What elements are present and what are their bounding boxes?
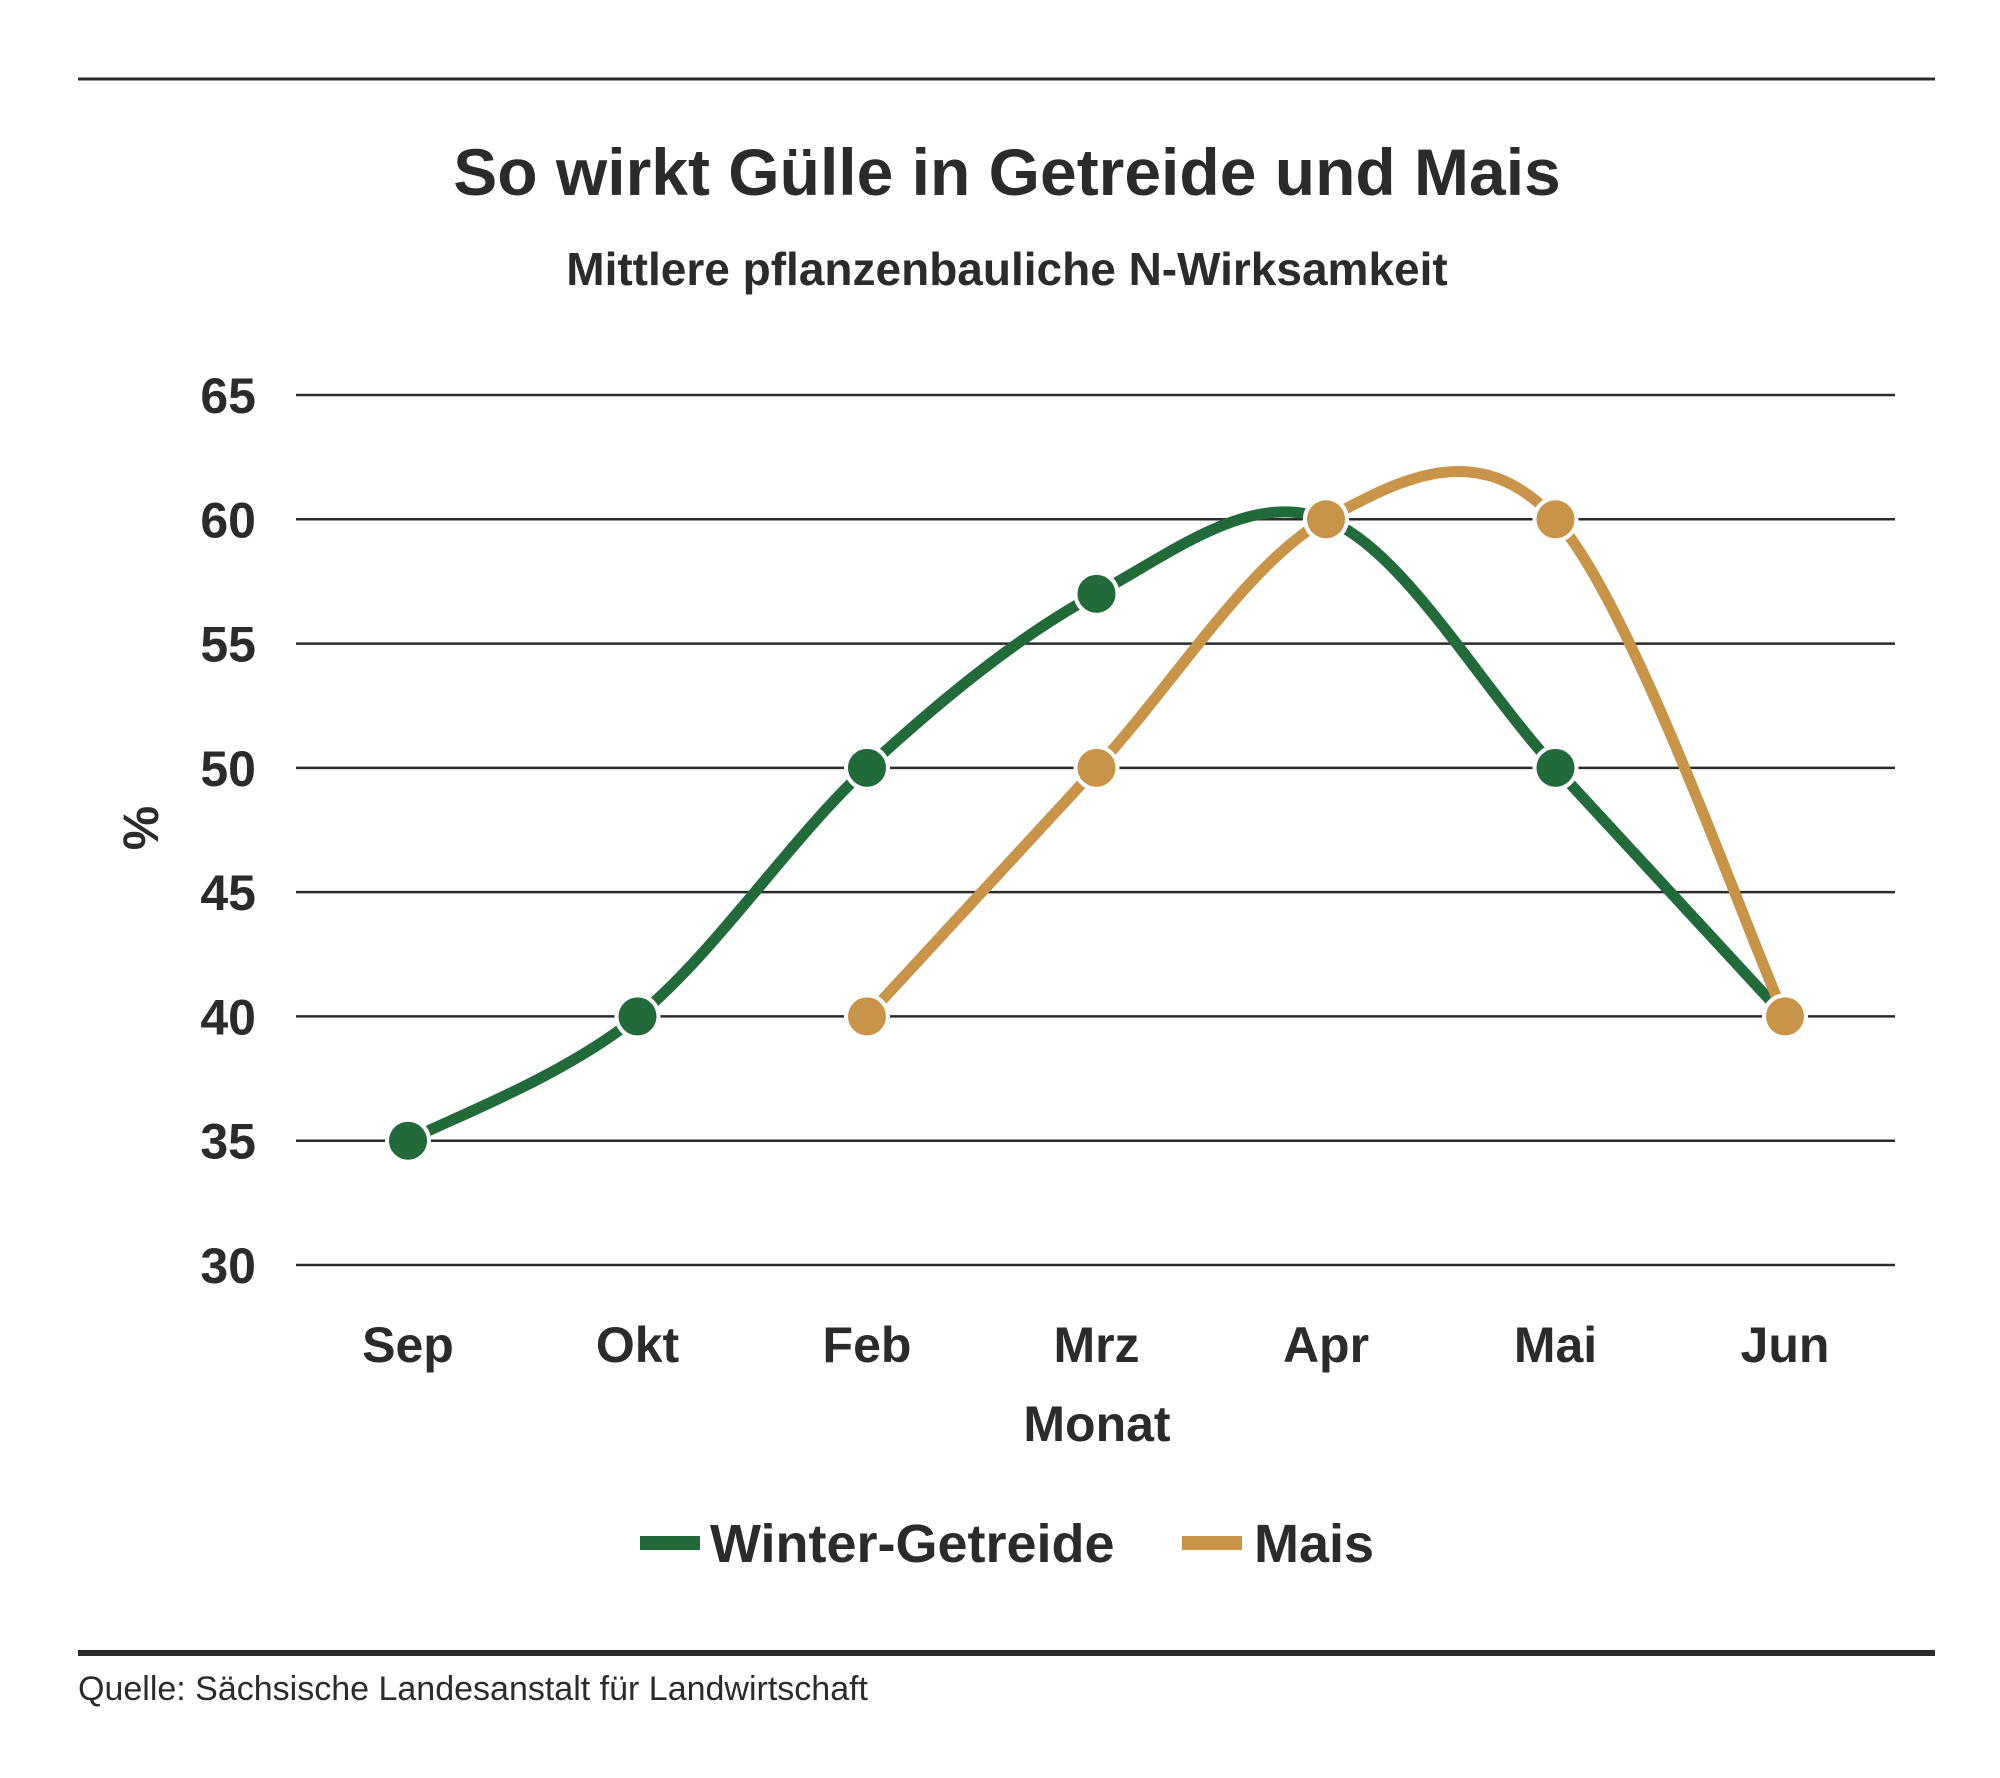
- x-tick-label: Mai: [1514, 1317, 1597, 1373]
- x-tick-label: Feb: [823, 1317, 912, 1373]
- data-point-winter-getreide: [844, 744, 890, 791]
- source-note: Quelle: Sächsische Landesanstalt für Lan…: [78, 1670, 869, 1708]
- x-tick-label: Mrz: [1053, 1317, 1139, 1373]
- gridlines: [296, 393, 1895, 1267]
- y-tick-label: 35: [200, 1114, 256, 1170]
- x-tick-label: Sep: [362, 1317, 454, 1373]
- y-tick-label: 60: [200, 492, 256, 548]
- data-point-mais: [1303, 496, 1349, 543]
- chart-title: So wirkt Gülle in Getreide und Mais: [453, 135, 1561, 209]
- x-axis-label: Monat: [1023, 1396, 1171, 1452]
- data-point-winter-getreide: [1532, 744, 1579, 791]
- data-point-mais: [1532, 496, 1579, 543]
- y-axis-label: %: [113, 806, 169, 850]
- legend: Winter-Getreide Mais: [640, 1514, 1374, 1574]
- data-point-mais: [1073, 744, 1120, 791]
- y-tick-label: 50: [200, 741, 256, 797]
- x-tick-label: Apr: [1283, 1317, 1369, 1373]
- data-point-mais: [844, 993, 890, 1040]
- y-tick-label: 65: [200, 368, 256, 424]
- y-tick-label: 40: [200, 989, 256, 1045]
- data-point-winter-getreide: [614, 993, 661, 1040]
- x-axis-ticks: Sep Okt Feb Mrz Apr Mai Jun: [362, 1317, 1829, 1373]
- x-tick-label: Okt: [596, 1317, 680, 1373]
- legend-label-mais: Mais: [1254, 1514, 1374, 1574]
- legend-label-winter-getreide: Winter-Getreide: [710, 1514, 1115, 1574]
- data-point-winter-getreide: [385, 1117, 431, 1164]
- series-points: [385, 496, 1808, 1164]
- data-point-mais: [1762, 993, 1808, 1040]
- y-tick-label: 30: [200, 1238, 256, 1294]
- x-tick-label: Jun: [1741, 1317, 1830, 1373]
- y-tick-label: 45: [200, 865, 256, 921]
- chart-subtitle: Mittlere pflanzenbauliche N-Wirksamkeit: [566, 243, 1447, 295]
- y-axis-ticks: 65 60 55 50 45 40 35 30: [200, 368, 256, 1294]
- y-tick-label: 55: [200, 617, 256, 673]
- series-line-mais: [861, 465, 1791, 1022]
- data-point-winter-getreide: [1073, 570, 1120, 617]
